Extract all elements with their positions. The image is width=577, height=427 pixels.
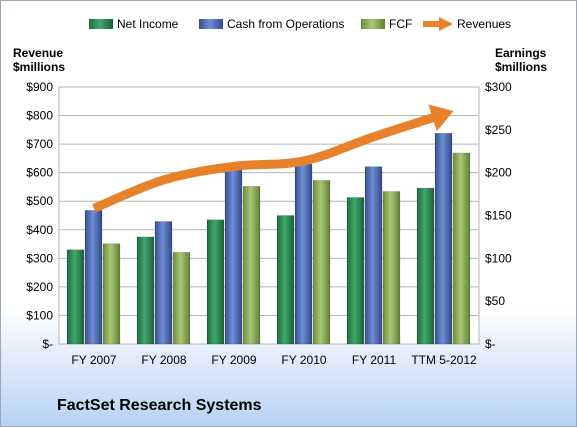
bar-fcf: [242, 186, 261, 345]
bar-cash-from-operations: [364, 166, 383, 345]
category-label: FY 2009: [211, 353, 256, 367]
left-tick-label: $300: [26, 251, 53, 265]
left-tick-label: $700: [26, 137, 53, 151]
bar-net-income: [206, 219, 225, 345]
category-label: TTM 5-2012: [411, 353, 477, 367]
left-tick-label: $900: [26, 80, 53, 94]
legend-label-revenues: Revenues: [457, 17, 511, 31]
left-axis-title-line1: Revenue: [13, 46, 63, 60]
category-label: FY 2007: [71, 353, 116, 367]
bar-net-income: [346, 197, 365, 345]
category-label: FY 2008: [141, 353, 186, 367]
right-tick-label: $200: [485, 166, 512, 180]
left-tick-label: $500: [26, 194, 53, 208]
category-label: FY 2011: [352, 353, 397, 367]
bar-cash-from-operations: [294, 163, 313, 345]
right-axis-ticks: $- $50 $100 $150 $200 $250 $300: [485, 80, 512, 351]
right-tick-label: $250: [485, 123, 512, 137]
left-tick-label: $800: [26, 109, 53, 123]
left-axis-ticks: $- $100 $200 $300 $400 $500 $600 $700 $800 $900: [26, 80, 53, 351]
revenue-arrowhead: [428, 104, 454, 132]
category-label: FY 2010: [281, 353, 326, 367]
legend-swatch-net-income: [89, 19, 113, 29]
bar-fcf: [312, 180, 331, 345]
bar-cash-from-operations: [154, 221, 173, 345]
right-axis-title-line2: $millions: [495, 60, 547, 74]
legend-swatch-cash-from-operations: [199, 19, 223, 29]
legend: Net Income Cash from Operations FCF Reve…: [89, 17, 511, 31]
bar-fcf: [382, 191, 401, 345]
bar-cash-from-operations: [84, 210, 103, 345]
legend-arrow-revenues: [423, 17, 453, 31]
left-tick-label: $-: [42, 337, 53, 351]
legend-label-fcf: FCF: [389, 17, 412, 31]
bar-fcf: [452, 152, 471, 345]
revenue-line: [92, 104, 454, 213]
bar-fcf: [102, 243, 121, 345]
bars: [66, 133, 471, 345]
right-tick-label: $50: [485, 294, 505, 308]
right-tick-label: $300: [485, 80, 512, 94]
chart-title: FactSet Research Systems: [57, 397, 262, 414]
legend-label-net-income: Net Income: [117, 17, 179, 31]
revenue-line-path: [92, 109, 446, 213]
right-axis-title-line1: Earnings: [495, 46, 547, 60]
bar-net-income: [66, 249, 85, 345]
right-tick-label: $100: [485, 251, 512, 265]
bar-net-income: [276, 215, 295, 345]
bar-net-income: [416, 187, 435, 345]
left-tick-label: $200: [26, 280, 53, 294]
left-axis-title-line2: $millions: [13, 60, 65, 74]
bar-fcf: [172, 252, 191, 345]
bar-cash-from-operations: [434, 133, 453, 345]
legend-label-cash-from-operations: Cash from Operations: [227, 17, 344, 31]
right-tick-label: $-: [485, 337, 496, 351]
right-tick-label: $150: [485, 209, 512, 223]
bar-net-income: [136, 236, 155, 345]
left-tick-label: $400: [26, 223, 53, 237]
legend-swatch-fcf: [361, 19, 385, 29]
gridlines: [59, 86, 479, 316]
bar-cash-from-operations: [224, 165, 243, 345]
left-tick-label: $100: [26, 308, 53, 322]
left-tick-label: $600: [26, 166, 53, 180]
category-labels: FY 2007 FY 2008 FY 2009 FY 2010 FY 2011 TTM 5…: [71, 353, 477, 367]
